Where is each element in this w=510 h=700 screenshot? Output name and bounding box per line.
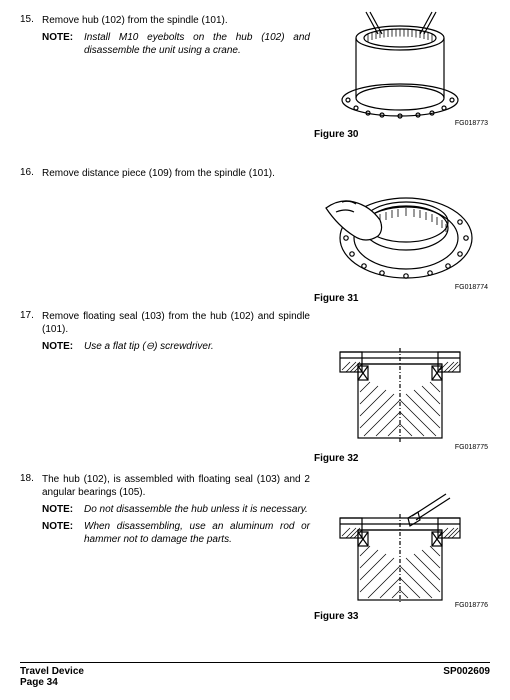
- figure-30: FG018773 Figure 30: [310, 8, 490, 140]
- note-text: Use a flat tip (⊖) screwdriver.: [84, 340, 310, 353]
- figure-32: FG018775 Figure 32: [310, 332, 490, 464]
- footer-title: Travel Device: [20, 666, 84, 677]
- step-text: Remove hub (102) from the spindle (101).…: [42, 14, 310, 57]
- note-text: Do not disassemble the hub unless it is …: [84, 503, 310, 516]
- figure-caption: Figure 31: [314, 293, 490, 304]
- figure-caption: Figure 30: [314, 129, 490, 140]
- note-text: Install M10 eyebolts on the hub (102) an…: [84, 31, 310, 57]
- figure-31: FG018774 Figure 31: [310, 172, 490, 304]
- note-row: NOTE: Do not disassemble the hub unless …: [42, 503, 310, 516]
- step-body: The hub (102), is assembled with floatin…: [42, 474, 310, 498]
- note-label: NOTE:: [42, 340, 84, 353]
- note-label: NOTE:: [42, 520, 84, 546]
- step-17: 17. Remove floating seal (103) from the …: [20, 310, 310, 353]
- step-number: 15.: [20, 14, 42, 25]
- figure-30-image: [320, 8, 480, 118]
- footer-page: Page 34: [20, 677, 84, 688]
- step-body: Remove distance piece (109) from the spi…: [42, 168, 275, 179]
- step-number: 16.: [20, 167, 42, 178]
- step-number: 18.: [20, 473, 42, 484]
- step-15: 15. Remove hub (102) from the spindle (1…: [20, 14, 310, 57]
- step-text: The hub (102), is assembled with floatin…: [42, 473, 310, 546]
- step-18: 18. The hub (102), is assembled with flo…: [20, 473, 310, 546]
- figure-31-image: [320, 172, 480, 282]
- step-16: 16. Remove distance piece (109) from the…: [20, 167, 310, 180]
- note-text: When disassembling, use an aluminum rod …: [84, 520, 310, 546]
- note-label: NOTE:: [42, 31, 84, 57]
- step-text: Remove floating seal (103) from the hub …: [42, 310, 310, 353]
- note-row: NOTE: Use a flat tip (⊖) screwdriver.: [42, 340, 310, 353]
- step-body: Remove floating seal (103) from the hub …: [42, 311, 310, 335]
- note-label: NOTE:: [42, 503, 84, 516]
- figure-32-image: [320, 332, 480, 442]
- step-number: 17.: [20, 310, 42, 321]
- note-row: NOTE: When disassembling, use an aluminu…: [42, 520, 310, 546]
- page-footer: Travel Device Page 34 SP002609: [20, 662, 490, 688]
- figure-caption: Figure 33: [314, 611, 490, 622]
- footer-right: SP002609: [443, 666, 490, 688]
- note-row: NOTE: Install M10 eyebolts on the hub (1…: [42, 31, 310, 57]
- footer-left: Travel Device Page 34: [20, 666, 84, 688]
- step-text: Remove distance piece (109) from the spi…: [42, 167, 310, 180]
- step-body: Remove hub (102) from the spindle (101).: [42, 15, 228, 26]
- figure-33: FG018776 Figure 33: [310, 490, 490, 622]
- figure-caption: Figure 32: [314, 453, 490, 464]
- figure-33-image: [320, 490, 480, 600]
